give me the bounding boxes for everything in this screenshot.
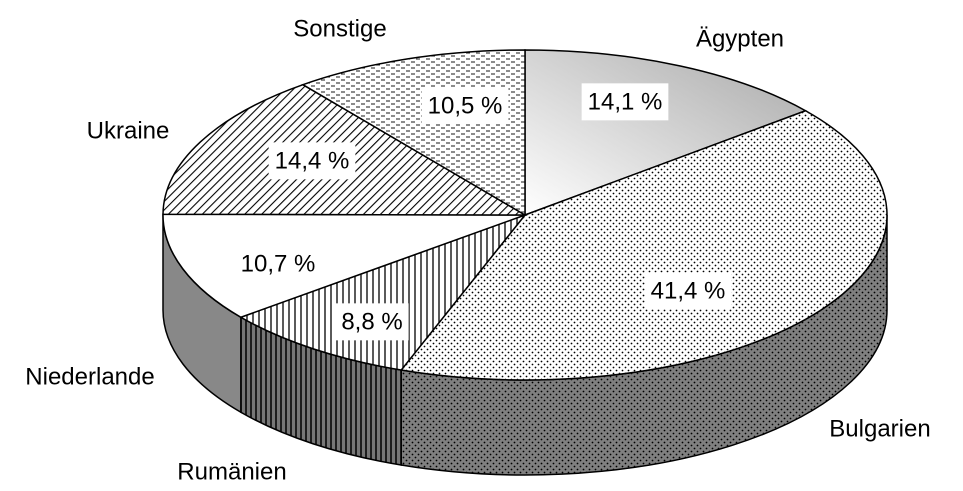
value-label: 10,5 % [428, 92, 503, 119]
category-label: Ukraine [87, 117, 170, 144]
category-label: Ägypten [696, 25, 784, 52]
value-label-bg [234, 245, 322, 283]
value-label: 14,1 % [588, 88, 663, 115]
value-label: 8,8 % [341, 308, 402, 335]
pie-slice [162, 213, 526, 319]
pie-slice [399, 109, 888, 381]
value-label-bg [581, 83, 669, 121]
value-label: 41,4 % [651, 277, 726, 304]
pie-slice [239, 213, 528, 371]
category-label: Niederlande [25, 363, 154, 390]
value-label-bg [335, 303, 409, 341]
value-label: 14,4 % [275, 147, 350, 174]
value-label: 10,7 % [241, 250, 316, 277]
category-label: Sonstige [293, 15, 386, 42]
value-label-bg [268, 142, 356, 180]
category-label: Rumänien [177, 458, 286, 485]
category-label: Bulgarien [829, 415, 930, 442]
value-label-bg [421, 87, 509, 125]
value-label-bg [644, 272, 732, 310]
